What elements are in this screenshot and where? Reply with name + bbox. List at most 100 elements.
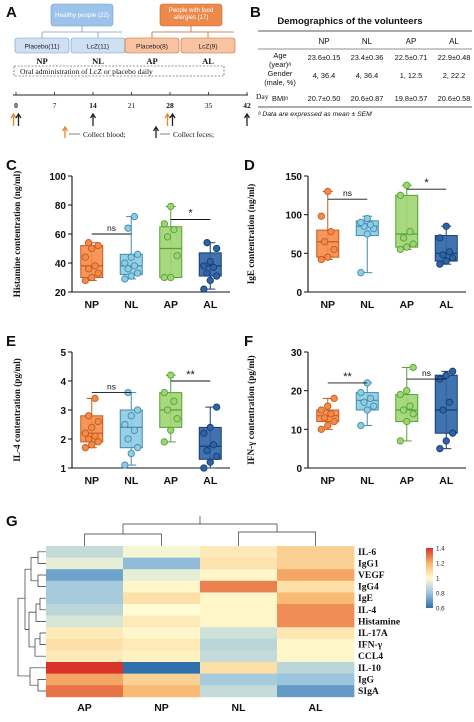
heatmap-cell	[46, 673, 124, 686]
table-cell: 2, 22.2	[443, 71, 466, 80]
y-tick-label: 3	[60, 406, 66, 417]
heatmap-cell	[200, 592, 278, 605]
heatmap-cell	[46, 546, 124, 558]
colorbar-tick-label: 1.2	[436, 561, 445, 568]
heatmap-cell	[46, 557, 124, 570]
data-point	[133, 269, 142, 277]
data-point	[167, 273, 175, 282]
data-point	[200, 429, 208, 437]
colorbar-tick-label: 0.8	[436, 591, 445, 598]
data-point	[163, 406, 172, 414]
panel-label-c: C	[6, 157, 17, 174]
y-axis-label: IFN-γ contentration (pg/ml)	[246, 355, 256, 464]
x-tick-label-ap: AP	[399, 299, 414, 311]
data-point	[357, 388, 365, 397]
data-point	[330, 394, 338, 403]
data-point	[88, 441, 96, 449]
heatmap-cell	[277, 546, 355, 558]
dendrogram-branch	[35, 603, 46, 622]
heatmap-cell	[277, 604, 355, 616]
heatmap-cell	[123, 650, 201, 663]
data-point	[133, 444, 142, 452]
dendrogram-branch	[39, 632, 46, 645]
data-point	[206, 257, 214, 266]
data-point	[436, 234, 444, 242]
data-point	[91, 432, 99, 440]
data-point	[200, 262, 208, 270]
group-box-ap	[124, 37, 180, 54]
data-point	[212, 272, 221, 280]
table-header-nl: NL	[362, 37, 373, 46]
chart-e: 1 2 3 4 5 IL-4 contentration (pg/ml) NP NL AP AL n…	[12, 348, 230, 487]
table-cell: 4, 36.4	[356, 71, 379, 80]
x-tick-label-al: AL	[203, 475, 218, 487]
box-al	[434, 374, 458, 434]
timeline-day-label: Day	[256, 92, 269, 101]
data-point	[133, 406, 142, 414]
data-point	[127, 253, 135, 261]
dendrogram-branch	[34, 638, 46, 657]
data-point	[448, 429, 457, 437]
significance-label: ns	[422, 368, 431, 378]
y-tick-label: 50	[291, 249, 303, 260]
group-code-nl: NL	[92, 56, 104, 66]
table-cell: 23.4±0.36	[351, 53, 384, 62]
chart-d: 0 50 100 150 IgE contentration (ng/ml) NP NL AP…	[246, 172, 466, 311]
data-point	[94, 438, 102, 446]
x-tick-label-al: AL	[439, 475, 454, 487]
heatmap-cell	[123, 673, 201, 686]
panel-b: B Demographics of the volunteers NP NL AP A…	[250, 4, 472, 118]
data-point	[81, 429, 90, 437]
heatmap-cell	[46, 604, 124, 616]
y-tick-label: 5	[60, 348, 66, 359]
y-tick-label: 0	[296, 464, 302, 475]
heatmap-row-label: IL-4	[358, 605, 376, 616]
data-point	[127, 272, 135, 280]
group-box-np	[14, 37, 70, 54]
dendrogram-branch	[37, 679, 46, 692]
heatmap-row-label: IL-10	[358, 663, 381, 674]
data-point	[406, 402, 414, 410]
data-point	[442, 437, 450, 445]
significance-label: **	[186, 369, 195, 381]
table-row-label: Gender	[268, 69, 293, 78]
heatmap-cell	[200, 627, 278, 640]
heatmap-cell	[46, 650, 124, 663]
dendrogram-branch	[24, 568, 31, 630]
data-point	[84, 435, 93, 443]
x-tick-label-np: NP	[320, 475, 335, 487]
significance-label: *	[188, 208, 193, 220]
group-box-label: Placebo(8)	[136, 44, 168, 51]
y-tick-label: 100	[49, 172, 66, 183]
x-tick-label-ap: AP	[399, 475, 414, 487]
data-point	[396, 390, 404, 399]
dendrogram-branch	[122, 523, 278, 534]
chart-c: 20 40 60 80 100 Histamine contentration (ng/m…	[12, 171, 230, 311]
heatmap-cell	[46, 580, 124, 593]
panel-label-a: A	[6, 4, 17, 21]
dendrogram-branch	[37, 551, 46, 564]
data-point	[91, 394, 99, 403]
data-point	[81, 276, 90, 285]
y-tick-label: 0	[296, 288, 302, 299]
data-point	[167, 371, 175, 379]
data-point	[324, 421, 332, 430]
data-point	[206, 276, 214, 285]
y-axis-label: IL-4 contentration (pg/ml)	[12, 358, 22, 462]
data-point	[396, 437, 404, 445]
table-cell: 4, 36.4	[313, 71, 336, 80]
group-code-np: NP	[36, 56, 47, 66]
table-cell: 19.8±0.57	[395, 94, 428, 103]
heatmap-row-label: VEGF	[358, 570, 385, 581]
heatmap-row-label: IL-6	[358, 547, 376, 558]
heatmap-cell	[277, 569, 355, 582]
heatmap-row-label: SIgA	[358, 686, 379, 697]
box-ap	[159, 226, 183, 278]
significance-label: **	[343, 371, 352, 383]
table-header-ap: AP	[406, 37, 417, 46]
data-point	[317, 255, 325, 264]
data-point	[121, 275, 129, 283]
data-point	[130, 212, 139, 221]
dendrogram-branch	[37, 574, 46, 587]
data-point	[363, 230, 371, 238]
